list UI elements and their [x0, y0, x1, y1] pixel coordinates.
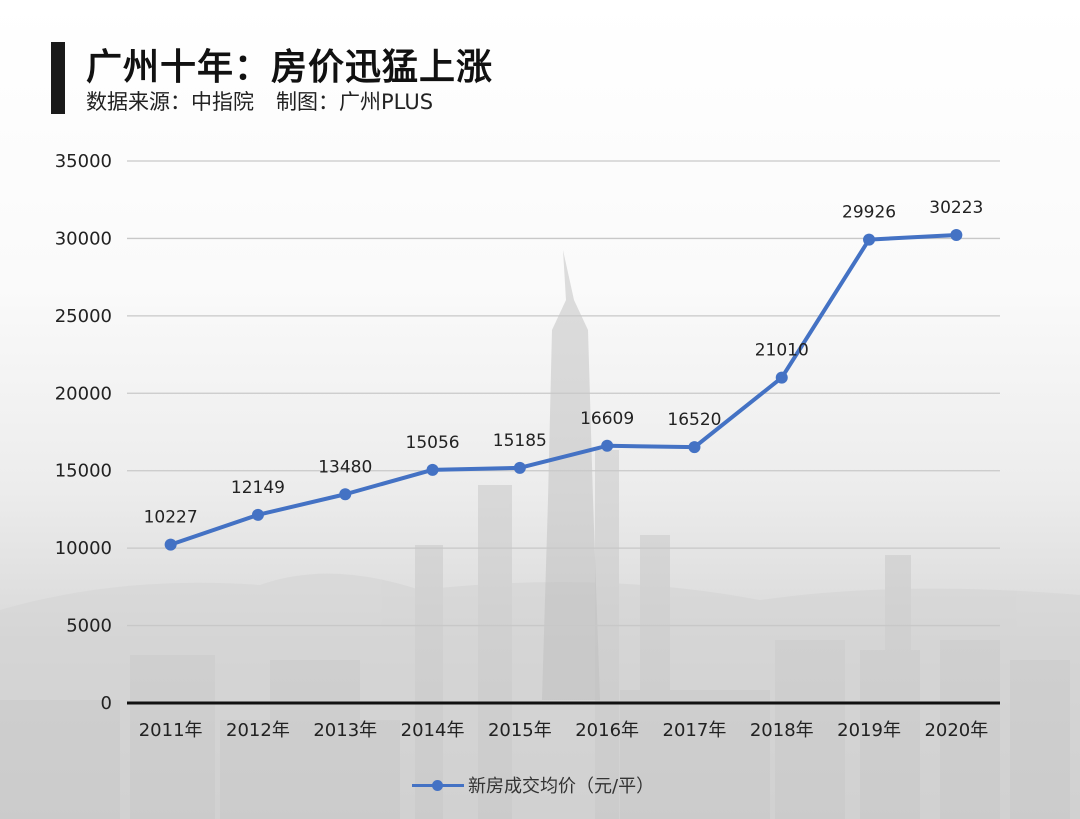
data-label: 29926 — [842, 203, 896, 223]
legend-label: 新房成交均价（元/平） — [468, 776, 655, 797]
y-tick-label: 15000 — [55, 461, 112, 482]
y-tick-label: 0 — [101, 693, 112, 714]
data-label: 12149 — [231, 478, 285, 498]
y-tick-label: 5000 — [66, 616, 112, 637]
data-label: 16609 — [580, 409, 634, 429]
data-point-marker — [863, 233, 876, 246]
subtitle: 数据来源：中指院 制图：广州PLUS — [86, 86, 433, 116]
x-tick-label: 2017年 — [663, 720, 727, 741]
source-label: 数据来源：中指院 — [86, 90, 254, 114]
data-point-marker — [688, 441, 701, 454]
data-label: 16520 — [667, 410, 721, 430]
data-label: 21010 — [755, 341, 809, 361]
series-line — [170, 232, 957, 547]
x-tick-label: 2014年 — [401, 720, 465, 741]
data-point-marker — [426, 463, 439, 476]
y-axis: 0 5000 10000 15000 20000 25000 30000 35000 — [55, 151, 112, 714]
data-point-marker — [513, 461, 526, 474]
data-point-marker — [164, 538, 177, 551]
author-label: 制图：广州PLUS — [276, 90, 434, 114]
y-tick-label: 25000 — [55, 306, 112, 327]
page-title: 广州十年：房价迅猛上涨 — [86, 47, 494, 88]
data-label: 10227 — [144, 508, 198, 528]
data-point-marker — [601, 439, 614, 452]
data-series: 10227 12149 13480 15056 15185 16609 16520 21010… — [144, 198, 983, 551]
x-tick-label: 2012年 — [226, 720, 290, 741]
x-tick-label: 2013年 — [313, 720, 377, 741]
y-tick-label: 10000 — [55, 538, 112, 559]
data-label: 13480 — [318, 457, 372, 477]
x-tick-label: 2011年 — [139, 720, 203, 741]
y-tick-label: 35000 — [55, 151, 112, 172]
title-accent-bar — [51, 42, 65, 114]
x-tick-label: 2020年 — [924, 720, 988, 741]
data-label: 15056 — [406, 433, 460, 453]
legend: 新房成交均价（元/平） — [412, 772, 654, 798]
x-tick-label: 2019年 — [837, 720, 901, 741]
x-axis: 2011年 2012年 2013年 2014年 2015年 2016年 2017年 2018年… — [139, 720, 989, 741]
legend-line-marker-icon — [412, 778, 464, 792]
data-point-marker — [775, 371, 788, 384]
data-point-marker — [950, 228, 963, 241]
y-tick-label: 20000 — [55, 383, 112, 404]
x-tick-label: 2015年 — [488, 720, 552, 741]
x-tick-label: 2016年 — [575, 720, 639, 741]
data-label: 30223 — [929, 198, 983, 218]
grid-lines — [127, 160, 1000, 705]
data-point-marker — [251, 508, 264, 521]
data-label: 15185 — [493, 431, 547, 451]
y-tick-label: 30000 — [55, 228, 112, 249]
data-point-marker — [339, 488, 352, 501]
x-tick-label: 2018年 — [750, 720, 814, 741]
